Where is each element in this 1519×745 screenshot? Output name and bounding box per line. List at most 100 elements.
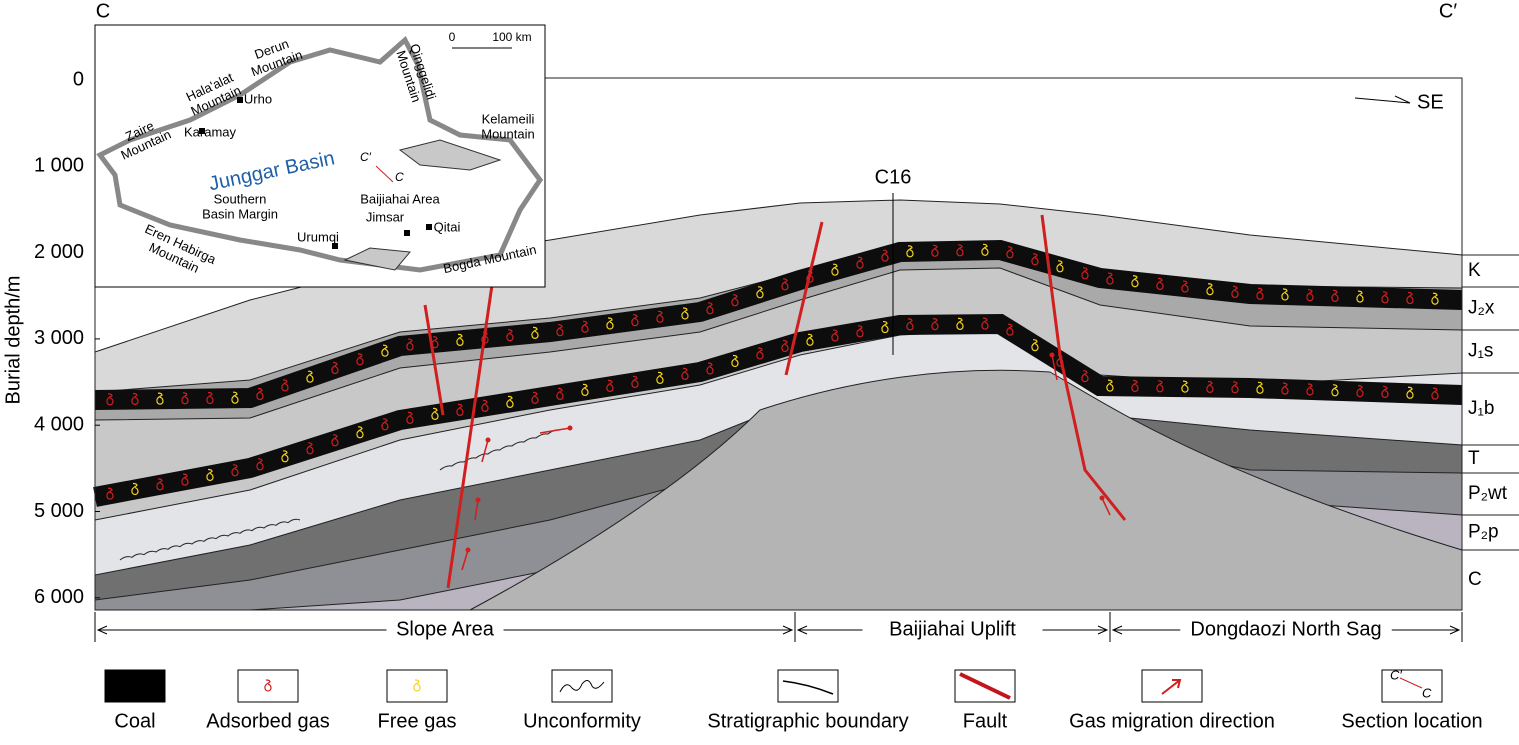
gas-symbol [306, 370, 314, 383]
gas-symbol [781, 339, 789, 353]
gas-symbol [1431, 387, 1439, 400]
gas-symbol [956, 244, 964, 257]
gas-symbol [1031, 253, 1039, 266]
city [426, 224, 432, 230]
fault [1040, 214, 1127, 521]
gas-symbol [906, 318, 914, 331]
gas-symbol [1381, 291, 1389, 304]
legend-gas [413, 679, 421, 692]
frame [94, 77, 1463, 611]
legend-icon [1381, 669, 1443, 703]
gas-symbol [1056, 260, 1064, 273]
gas-symbol [956, 317, 964, 330]
migration-arrow [1101, 497, 1111, 516]
gas-symbol [631, 375, 639, 388]
gas-symbol [206, 468, 214, 482]
gas-symbol [406, 411, 414, 424]
gas-symbol [1106, 272, 1114, 285]
inset-label: Kelameili [482, 111, 535, 126]
gas-symbol [131, 392, 139, 406]
gas-symbol [1156, 380, 1164, 393]
gas-symbol [1256, 381, 1264, 394]
zone-label: Slope Area [396, 618, 495, 640]
gas-symbol [531, 391, 539, 404]
inset-section [375, 165, 394, 183]
legend-label: Adsorbed gas [206, 710, 329, 732]
legend-label: Unconformity [523, 710, 641, 732]
gas-symbol [1231, 285, 1239, 298]
legend-line [782, 680, 834, 695]
gas-symbol [1081, 267, 1089, 280]
gas-symbol [456, 403, 464, 416]
formation-label: P₂p [1468, 522, 1499, 543]
gas-symbol [706, 302, 714, 315]
migration-arrow [1051, 354, 1058, 381]
arrow-head [1049, 352, 1055, 358]
gas-symbol [356, 353, 364, 366]
arrow-head [567, 425, 573, 431]
gas-symbol [731, 354, 739, 368]
gas-symbol [1406, 386, 1414, 399]
formation-label: C [1468, 569, 1482, 590]
well-label: C16 [875, 166, 912, 188]
gas-symbol [931, 318, 939, 331]
gas-symbol [756, 286, 764, 299]
gas-symbol [1081, 370, 1089, 383]
zone-label: Dongdaozi North Sag [1190, 618, 1381, 640]
tick-label: 5 000 [34, 500, 84, 522]
tick-label: 1 000 [34, 155, 84, 177]
gas-symbol [656, 310, 664, 323]
gas-symbol [106, 393, 114, 406]
gas-symbol [306, 442, 314, 455]
formation-label: T [1468, 448, 1480, 469]
gas-symbol [781, 278, 789, 291]
gas-symbol [431, 407, 439, 420]
migration-arrow [481, 439, 489, 463]
inset-label: Jimsar [366, 209, 405, 224]
strata [93, 199, 1463, 611]
section-end: C′ [1439, 0, 1457, 22]
gas-symbol [1356, 290, 1364, 303]
gas-symbol [481, 399, 489, 412]
gas-symbol [231, 464, 239, 477]
label-bg [862, 618, 1043, 642]
gas-symbol [381, 418, 389, 431]
arrow-head [796, 625, 1109, 635]
label-bg [1180, 618, 1392, 642]
inset-label: Qitai [434, 219, 461, 234]
formation-label: K [1468, 260, 1481, 281]
legend-label: Coal [114, 710, 155, 732]
legend-line [1399, 677, 1423, 689]
fault [784, 221, 824, 376]
gas-symbol [806, 333, 814, 346]
gas-symbol [1356, 385, 1364, 398]
city [237, 97, 243, 103]
gas-symbol [181, 392, 189, 405]
gas-symbol [381, 344, 389, 357]
gas-symbol [506, 395, 514, 408]
inset-label: Southern [214, 191, 267, 206]
gas-symbol [631, 314, 639, 327]
gas-symbol [131, 482, 139, 496]
basin-outline [96, 36, 544, 273]
inset-label: Urho [244, 91, 272, 106]
gas-symbol [906, 245, 914, 258]
gas-symbol [706, 362, 714, 375]
zone-label: Baijiahai Uplift [889, 618, 1016, 640]
formation-label: J₁s [1468, 341, 1493, 362]
gas-symbol [1231, 381, 1239, 394]
label-bg [386, 618, 504, 642]
tick-label: 4 000 [34, 413, 84, 435]
unconformity [439, 429, 561, 471]
coal-seam [93, 313, 1463, 507]
inset-label: Karamay [184, 124, 237, 139]
gas-symbol [181, 473, 189, 486]
gas-symbol [606, 317, 614, 330]
gas-symbol [931, 244, 939, 257]
unconformity [119, 518, 301, 561]
gas-symbol [1206, 380, 1214, 393]
legend-section: C′ [1390, 667, 1402, 682]
legend-label: Fault [963, 710, 1008, 732]
